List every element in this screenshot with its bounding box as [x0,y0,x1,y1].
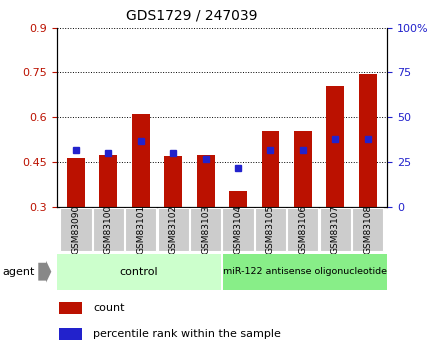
Text: agent: agent [2,267,34,277]
Text: count: count [93,303,125,313]
Bar [287,208,318,251]
FancyArrow shape [38,261,51,283]
Bar [157,208,188,251]
Text: GSM83100: GSM83100 [104,205,113,254]
Bar [56,254,220,289]
Text: GSM83104: GSM83104 [233,205,242,254]
Bar [352,208,382,251]
Bar [196,155,214,207]
Bar [59,302,82,314]
Bar [190,208,221,251]
Bar [261,131,279,207]
Text: control: control [119,267,158,277]
Bar [326,86,343,207]
Bar [254,208,286,251]
Text: GSM83105: GSM83105 [265,205,274,254]
Bar [222,208,253,251]
Bar [229,190,247,207]
Bar [125,208,156,251]
Bar [164,156,182,207]
Bar [319,208,350,251]
Bar [293,131,311,207]
Text: GDS1729 / 247039: GDS1729 / 247039 [125,9,256,23]
Text: percentile rank within the sample: percentile rank within the sample [93,329,280,339]
Text: GSM83106: GSM83106 [298,205,307,254]
Text: GSM83103: GSM83103 [201,205,210,254]
Bar [60,208,91,251]
Bar [92,208,124,251]
Text: GSM83107: GSM83107 [330,205,339,254]
Text: GSM83090: GSM83090 [71,205,80,254]
Bar [67,158,85,207]
Text: miR-122 antisense oligonucleotide: miR-122 antisense oligonucleotide [223,267,386,276]
Text: GSM83108: GSM83108 [362,205,372,254]
Text: GSM83101: GSM83101 [136,205,145,254]
Bar [132,114,149,207]
Bar [223,254,386,289]
Bar [99,155,117,207]
Bar [358,74,376,207]
Bar [59,328,82,339]
Text: GSM83102: GSM83102 [168,205,178,254]
